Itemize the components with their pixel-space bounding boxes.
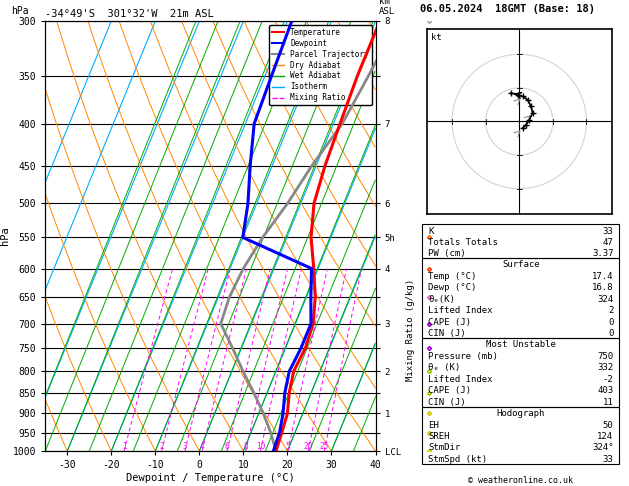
Text: Most Unstable: Most Unstable	[486, 340, 556, 349]
Text: 25: 25	[320, 442, 329, 451]
Text: 6: 6	[225, 442, 230, 451]
Text: hPa: hPa	[11, 6, 28, 16]
Text: 124: 124	[598, 432, 613, 441]
Text: 33: 33	[603, 226, 613, 236]
Text: 16.8: 16.8	[592, 283, 613, 292]
Text: 06.05.2024  18GMT (Base: 18): 06.05.2024 18GMT (Base: 18)	[420, 3, 595, 14]
Text: 750: 750	[598, 352, 613, 361]
Text: Dewp (°C): Dewp (°C)	[428, 283, 477, 292]
Text: 332: 332	[598, 364, 613, 372]
Text: EH: EH	[428, 420, 439, 430]
Bar	[422, 258, 620, 338]
Text: 2: 2	[608, 306, 613, 315]
Bar	[422, 338, 620, 407]
Text: 324: 324	[598, 295, 613, 304]
Text: θₑ(K): θₑ(K)	[428, 295, 455, 304]
Text: km
ASL: km ASL	[379, 0, 395, 16]
Legend: Temperature, Dewpoint, Parcel Trajectory, Dry Adiabat, Wet Adiabat, Isotherm, Mi: Temperature, Dewpoint, Parcel Trajectory…	[269, 25, 372, 105]
Text: Hodograph: Hodograph	[497, 409, 545, 418]
Text: Mixing Ratio (g/kg): Mixing Ratio (g/kg)	[406, 278, 415, 381]
Text: 1: 1	[121, 442, 126, 451]
Text: 17.4: 17.4	[592, 272, 613, 281]
Text: © weatheronline.co.uk: © weatheronline.co.uk	[469, 476, 573, 485]
Text: 3.37: 3.37	[592, 249, 613, 259]
Text: θₑ (K): θₑ (K)	[428, 364, 460, 372]
Text: 10: 10	[256, 442, 265, 451]
Text: PW (cm): PW (cm)	[428, 249, 466, 259]
Text: StmSpd (kt): StmSpd (kt)	[428, 455, 487, 464]
Text: -2: -2	[603, 375, 613, 384]
Text: 47: 47	[603, 238, 613, 247]
Text: kt: kt	[431, 33, 442, 42]
Y-axis label: hPa: hPa	[0, 226, 10, 245]
Text: 324°: 324°	[592, 443, 613, 452]
Text: Lifted Index: Lifted Index	[428, 306, 493, 315]
Text: 8: 8	[243, 442, 248, 451]
X-axis label: Dewpoint / Temperature (°C): Dewpoint / Temperature (°C)	[126, 473, 295, 483]
Text: 20: 20	[304, 442, 313, 451]
Bar	[422, 224, 620, 258]
Text: 11: 11	[603, 398, 613, 407]
Text: 0: 0	[608, 317, 613, 327]
Text: StmDir: StmDir	[428, 443, 460, 452]
Text: Surface: Surface	[502, 260, 540, 269]
Text: SREH: SREH	[428, 432, 450, 441]
Text: 403: 403	[598, 386, 613, 395]
Text: CAPE (J): CAPE (J)	[428, 317, 471, 327]
Text: -34°49'S  301°32'W  21m ASL: -34°49'S 301°32'W 21m ASL	[45, 9, 214, 19]
Text: Totals Totals: Totals Totals	[428, 238, 498, 247]
Text: 33: 33	[603, 455, 613, 464]
Bar	[422, 407, 620, 464]
Text: 50: 50	[603, 420, 613, 430]
Text: K: K	[428, 226, 433, 236]
Text: 4: 4	[200, 442, 204, 451]
Text: 2: 2	[159, 442, 164, 451]
Text: CAPE (J): CAPE (J)	[428, 386, 471, 395]
Text: 5: 5	[286, 442, 291, 451]
Text: 0: 0	[608, 329, 613, 338]
Text: Pressure (mb): Pressure (mb)	[428, 352, 498, 361]
Text: CIN (J): CIN (J)	[428, 398, 466, 407]
Text: CIN (J): CIN (J)	[428, 329, 466, 338]
Text: 3: 3	[182, 442, 187, 451]
Text: Lifted Index: Lifted Index	[428, 375, 493, 384]
Text: Temp (°C): Temp (°C)	[428, 272, 477, 281]
